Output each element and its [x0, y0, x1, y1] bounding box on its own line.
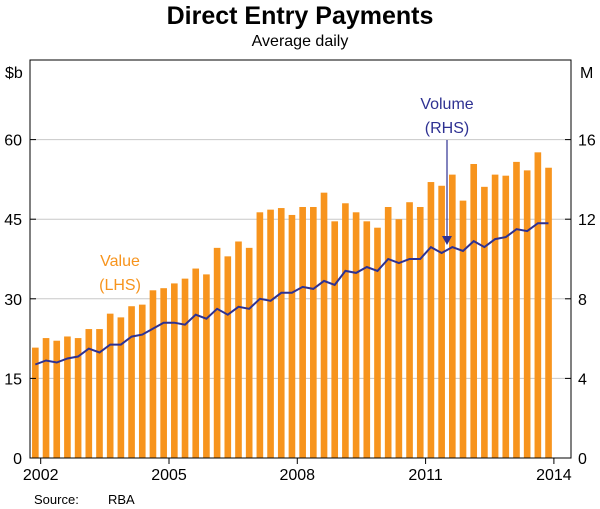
plot-frame [29, 59, 572, 459]
chart-subtitle: Average daily [251, 33, 349, 50]
value-bar [138, 304, 146, 458]
value-bar [374, 227, 381, 458]
value-series-label-sub: (LHS) [99, 277, 141, 294]
right-tick-label: 16 [578, 133, 596, 150]
right-tick-label: 12 [578, 212, 596, 229]
source-note: Source: RBA [34, 492, 135, 507]
volume-arrow-head [442, 236, 452, 245]
value-bar [513, 161, 520, 458]
value-bar [128, 306, 135, 458]
value-bar [299, 206, 306, 458]
value-bar [53, 340, 61, 458]
value-bar [310, 206, 317, 458]
x-tick-label: 2002 [23, 467, 59, 484]
value-bar [117, 317, 125, 458]
value-bar [481, 186, 488, 458]
value-bar [96, 329, 103, 458]
x-tick-label: 2011 [408, 467, 443, 484]
value-bar [256, 212, 264, 458]
value-bar [160, 288, 167, 458]
right-tick-label: 8 [578, 292, 587, 309]
right-axis-unit: M [580, 65, 593, 82]
value-bar [427, 182, 435, 458]
value-bar [235, 241, 242, 458]
chart-title: Direct Entry Payments [166, 2, 434, 30]
value-bar [32, 347, 39, 458]
x-tick-label: 2008 [279, 467, 315, 484]
right-tick-label: 0 [578, 451, 587, 468]
value-bar [149, 290, 157, 458]
value-bar [395, 219, 403, 458]
x-tick-label: 2014 [536, 467, 572, 484]
value-bar [42, 338, 50, 458]
right-tick-label: 4 [578, 371, 587, 388]
left-tick-label: 30 [4, 292, 22, 309]
value-bar [491, 174, 499, 458]
value-series-label: Value [100, 253, 140, 270]
value-bar [171, 283, 178, 458]
value-bar [416, 206, 424, 458]
value-bar [363, 221, 371, 458]
value-bar [106, 313, 114, 458]
left-axis-unit: $b [5, 65, 23, 82]
value-bar [85, 329, 93, 458]
volume-series-label-sub: (RHS) [425, 120, 469, 137]
volume-line [34, 222, 549, 366]
volume-series-label: Volume [420, 96, 473, 113]
value-bar [534, 152, 542, 458]
value-bar [384, 206, 392, 458]
value-bar [267, 209, 274, 458]
value-bar [181, 278, 189, 458]
value-bar [331, 221, 339, 458]
left-tick-label: 15 [4, 371, 22, 388]
value-bar [406, 202, 413, 458]
x-tick-label: 2005 [151, 467, 187, 484]
value-bar [523, 170, 531, 458]
value-bar [438, 185, 445, 458]
value-bar [277, 208, 285, 458]
value-bar [342, 203, 349, 458]
value-bar [320, 192, 328, 458]
source-value: RBA [108, 492, 135, 507]
value-bar [470, 164, 478, 458]
left-tick-label: 60 [4, 133, 22, 150]
value-bar [459, 200, 467, 459]
left-tick-label: 45 [4, 212, 22, 229]
value-bar [502, 175, 510, 458]
source-label: Source: [34, 492, 79, 507]
value-bar [449, 174, 456, 458]
value-bar [64, 336, 71, 458]
value-bar [352, 212, 360, 458]
value-bar [224, 256, 232, 458]
value-bar [213, 247, 221, 458]
value-bar [288, 214, 296, 458]
value-bar [245, 247, 253, 458]
value-bar [74, 338, 82, 458]
value-bar [545, 167, 552, 458]
value-bar [192, 268, 200, 458]
value-bar [203, 274, 210, 458]
left-tick-label: 0 [13, 451, 22, 468]
